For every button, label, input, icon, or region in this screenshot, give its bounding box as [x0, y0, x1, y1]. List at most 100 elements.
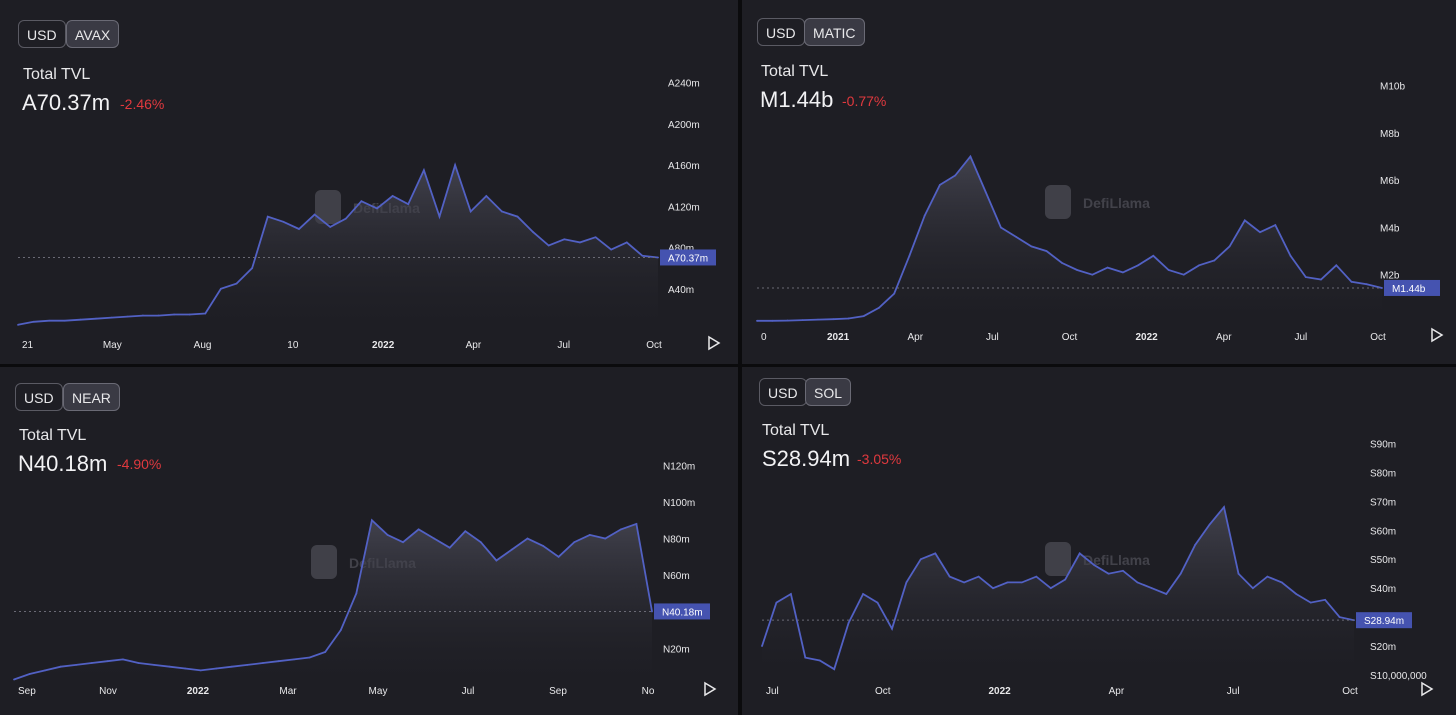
data-point — [215, 667, 218, 670]
y-tick-label: M10b — [1380, 82, 1405, 93]
data-point — [1213, 259, 1216, 262]
data-point — [1280, 581, 1283, 584]
data-point — [469, 210, 472, 213]
usd-button[interactable]: USD — [759, 378, 807, 406]
data-point — [479, 541, 482, 544]
data-point — [789, 593, 792, 595]
data-point — [934, 552, 937, 555]
data-point — [908, 254, 911, 257]
data-point — [969, 155, 972, 158]
play-icon[interactable] — [704, 681, 717, 697]
data-point — [32, 320, 35, 323]
panel-title: Total TVL — [23, 66, 91, 83]
data-point — [1266, 575, 1269, 578]
data-point — [657, 256, 659, 259]
data-point — [251, 267, 254, 270]
last-value-label: A70.37m — [668, 253, 708, 264]
data-point — [1000, 226, 1002, 229]
data-point — [832, 318, 835, 321]
tvl-chart-near: DefiLlamaN120mN100mN80mN60mN20mSepNov202… — [13, 461, 717, 697]
data-point — [422, 169, 425, 172]
x-tick-label: Oct — [646, 340, 662, 351]
data-point — [1106, 266, 1109, 269]
x-tick-label: No — [642, 686, 655, 697]
data-point — [282, 220, 285, 223]
data-point — [1152, 254, 1155, 257]
data-point — [1208, 523, 1211, 526]
data-point — [771, 319, 774, 322]
data-point — [1078, 552, 1081, 555]
data-point — [90, 662, 93, 664]
tvl-area — [14, 520, 652, 685]
data-point — [355, 592, 358, 595]
data-point — [122, 658, 124, 661]
data-point — [641, 254, 644, 257]
llama-logo-icon — [1045, 185, 1071, 219]
token-button-sol[interactable]: SOL — [805, 378, 852, 406]
data-point — [324, 651, 327, 653]
data-point — [579, 241, 581, 244]
data-point — [391, 195, 394, 197]
data-point — [454, 164, 456, 166]
data-point — [594, 236, 597, 239]
tvl-change: -3.05% — [857, 451, 902, 467]
data-point — [992, 587, 994, 590]
play-icon[interactable] — [1421, 681, 1434, 697]
data-point — [604, 537, 607, 540]
data-point — [1381, 287, 1383, 289]
data-point — [199, 669, 202, 672]
usd-button[interactable]: USD — [757, 18, 805, 46]
data-point — [266, 215, 269, 218]
data-point — [954, 174, 957, 177]
data-point — [1122, 569, 1124, 572]
data-point — [923, 214, 926, 217]
token-button-avax[interactable]: AVAX — [66, 20, 120, 48]
y-tick-label: S90m — [1370, 439, 1396, 450]
last-value-badge — [1384, 279, 1440, 296]
data-point — [588, 533, 591, 536]
data-point — [59, 665, 62, 668]
data-point — [919, 558, 922, 561]
x-tick-label: Aug — [194, 340, 212, 351]
tvl-area — [18, 165, 658, 330]
tvl-value: M1.44b — [760, 87, 834, 112]
data-point — [847, 317, 850, 320]
panel-title: Total TVL — [762, 422, 830, 439]
token-button-near[interactable]: NEAR — [63, 383, 120, 411]
y-tick-label: N120m — [663, 461, 695, 472]
play-icon[interactable] — [708, 335, 721, 351]
data-point — [75, 663, 78, 666]
watermark-text: DefiLlama — [1083, 195, 1150, 211]
data-point — [220, 287, 222, 290]
x-tick-label: Oct — [1062, 332, 1078, 343]
x-tick-label: Oct — [875, 686, 891, 697]
y-tick-label: S70m — [1370, 497, 1396, 508]
data-point — [1182, 273, 1185, 276]
data-point — [1179, 572, 1182, 575]
data-point — [157, 314, 160, 317]
data-point — [402, 541, 404, 544]
data-point — [1243, 219, 1246, 222]
tvl-change: -0.77% — [842, 93, 887, 109]
data-point — [44, 669, 47, 672]
token-button-matic[interactable]: MATIC — [804, 18, 865, 46]
data-point — [804, 656, 807, 659]
x-tick-label: Jul — [557, 340, 570, 351]
data-point — [891, 627, 893, 630]
play-icon[interactable] — [1431, 327, 1444, 343]
data-point — [79, 318, 82, 321]
y-tick-label: N60m — [663, 571, 690, 582]
data-point — [1137, 264, 1139, 267]
y-tick-label: A40m — [668, 285, 694, 296]
y-tick-label: M6b — [1380, 176, 1400, 187]
y-tick-label: S10,000,000 — [1370, 671, 1427, 682]
data-point — [1136, 581, 1139, 584]
watermark-text: DefiLlama — [1083, 552, 1150, 568]
usd-button[interactable]: USD — [18, 20, 66, 48]
last-value-badge — [660, 249, 716, 266]
data-point — [1107, 572, 1110, 575]
y-tick-label: S60m — [1370, 526, 1396, 537]
x-tick-label: 2022 — [988, 686, 1011, 697]
usd-button[interactable]: USD — [15, 383, 63, 411]
tvl-value: A70.37m — [22, 90, 111, 115]
